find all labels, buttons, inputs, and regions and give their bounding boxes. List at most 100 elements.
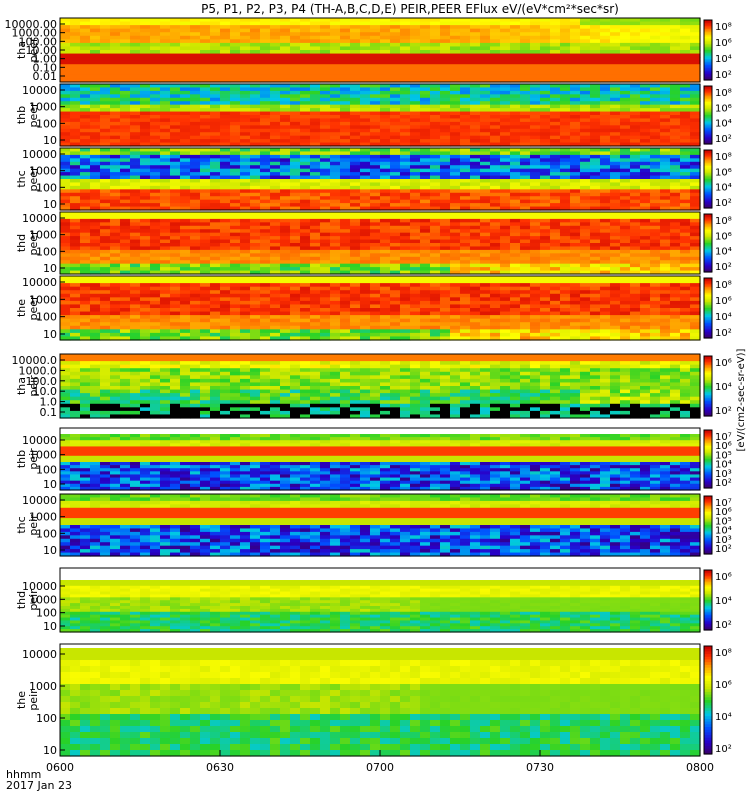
heatmap-cell	[170, 46, 181, 51]
heatmap-cell	[450, 253, 461, 258]
heatmap-cell	[620, 270, 631, 275]
colorbar-swatch	[704, 99, 712, 102]
heatmap-cell	[400, 115, 411, 120]
heatmap-cell	[570, 270, 581, 275]
heatmap-cell	[100, 225, 111, 230]
heatmap-cell	[400, 212, 411, 217]
heatmap-cell	[350, 28, 361, 33]
heatmap-cell	[190, 108, 201, 113]
heatmap-cell	[190, 203, 201, 208]
heatmap-cell	[550, 232, 561, 237]
heatmap-cell	[60, 286, 71, 291]
heatmap-cell	[570, 121, 581, 126]
heatmap-cell	[390, 39, 401, 44]
heatmap-cell	[280, 142, 291, 147]
heatmap-cell	[420, 67, 431, 72]
heatmap-cell	[510, 46, 521, 51]
heatmap-cell	[230, 67, 241, 72]
heatmap-cell	[440, 42, 451, 48]
heatmap-cell	[300, 267, 311, 272]
heatmap-cell	[180, 260, 191, 265]
heatmap-cell	[270, 28, 281, 33]
heatmap-cell	[160, 215, 171, 220]
heatmap-cell	[330, 46, 341, 51]
heatmap-cell	[480, 84, 491, 89]
heatmap-cell	[230, 132, 241, 137]
heatmap-cell	[600, 74, 611, 80]
heatmap-cell	[610, 172, 621, 177]
heatmap-cell	[230, 218, 241, 223]
heatmap-cell	[290, 104, 301, 109]
heatmap-cell	[650, 270, 661, 275]
heatmap-cell	[650, 135, 661, 140]
heatmap-cell	[330, 270, 341, 275]
heatmap-cell	[510, 239, 521, 244]
heatmap-cell	[320, 267, 331, 272]
heatmap-cell	[120, 94, 131, 99]
colorbar-swatch	[704, 119, 712, 122]
heatmap-cell	[690, 32, 701, 37]
heatmap-cell	[240, 151, 251, 156]
heatmap-cell	[600, 125, 611, 130]
heatmap-cell	[540, 218, 551, 223]
heatmap-cell	[550, 101, 561, 106]
heatmap-cell	[610, 115, 621, 120]
heatmap-cell	[570, 87, 581, 92]
heatmap-cell	[480, 53, 491, 58]
heatmap-cell	[510, 74, 521, 80]
heatmap-cell	[530, 249, 541, 254]
heatmap-cell	[220, 135, 231, 140]
heatmap-cell	[430, 78, 441, 83]
heatmap-cell	[460, 267, 471, 272]
heatmap-cell	[550, 84, 561, 89]
heatmap-cell	[110, 185, 121, 190]
heatmap-cell	[630, 28, 641, 33]
heatmap-cell	[590, 50, 601, 55]
heatmap-cell	[680, 199, 691, 204]
heatmap-cell	[640, 90, 651, 95]
heatmap-cell	[360, 57, 371, 62]
heatmap-cell	[610, 236, 621, 241]
heatmap-cell	[60, 325, 71, 330]
heatmap-cell	[330, 101, 341, 106]
heatmap-cell	[440, 28, 451, 33]
heatmap-cell	[190, 189, 201, 194]
heatmap-cell	[390, 236, 401, 241]
heatmap-cell	[690, 84, 701, 89]
heatmap-cell	[610, 78, 621, 83]
heatmap-cell	[500, 168, 511, 173]
colorbar-swatch	[704, 87, 712, 90]
heatmap-cell	[500, 87, 511, 92]
heatmap-cell	[80, 290, 91, 295]
heatmap-cell	[510, 84, 521, 89]
heatmap-cell	[560, 42, 571, 48]
heatmap-cell	[460, 215, 471, 220]
heatmap-cell	[140, 46, 151, 51]
heatmap-cell	[490, 165, 501, 170]
heatmap-cell	[300, 90, 311, 95]
heatmap-cell	[610, 185, 621, 190]
heatmap-cell	[450, 267, 461, 272]
heatmap-cell	[640, 246, 651, 251]
heatmap-cell	[640, 60, 651, 65]
heatmap-cell	[480, 270, 491, 275]
heatmap-cell	[210, 94, 221, 99]
heatmap-cell	[590, 192, 601, 197]
heatmap-cell	[290, 28, 301, 33]
heatmap-cell	[690, 67, 701, 72]
heatmap-cell	[100, 249, 111, 254]
heatmap-cell	[630, 32, 641, 37]
heatmap-cell	[660, 222, 671, 227]
heatmap-cell	[300, 18, 311, 23]
heatmap-cell	[370, 104, 381, 109]
heatmap-cell	[640, 168, 651, 173]
heatmap-cell	[60, 243, 71, 248]
heatmap-cell	[330, 229, 341, 234]
heatmap-cell	[690, 21, 701, 26]
heatmap-cell	[550, 172, 561, 177]
heatmap-cell	[420, 60, 431, 65]
colorbar-swatch	[704, 176, 712, 179]
heatmap-cell	[430, 46, 441, 51]
heatmap-cell	[490, 121, 501, 126]
heatmap-cell	[300, 243, 311, 248]
